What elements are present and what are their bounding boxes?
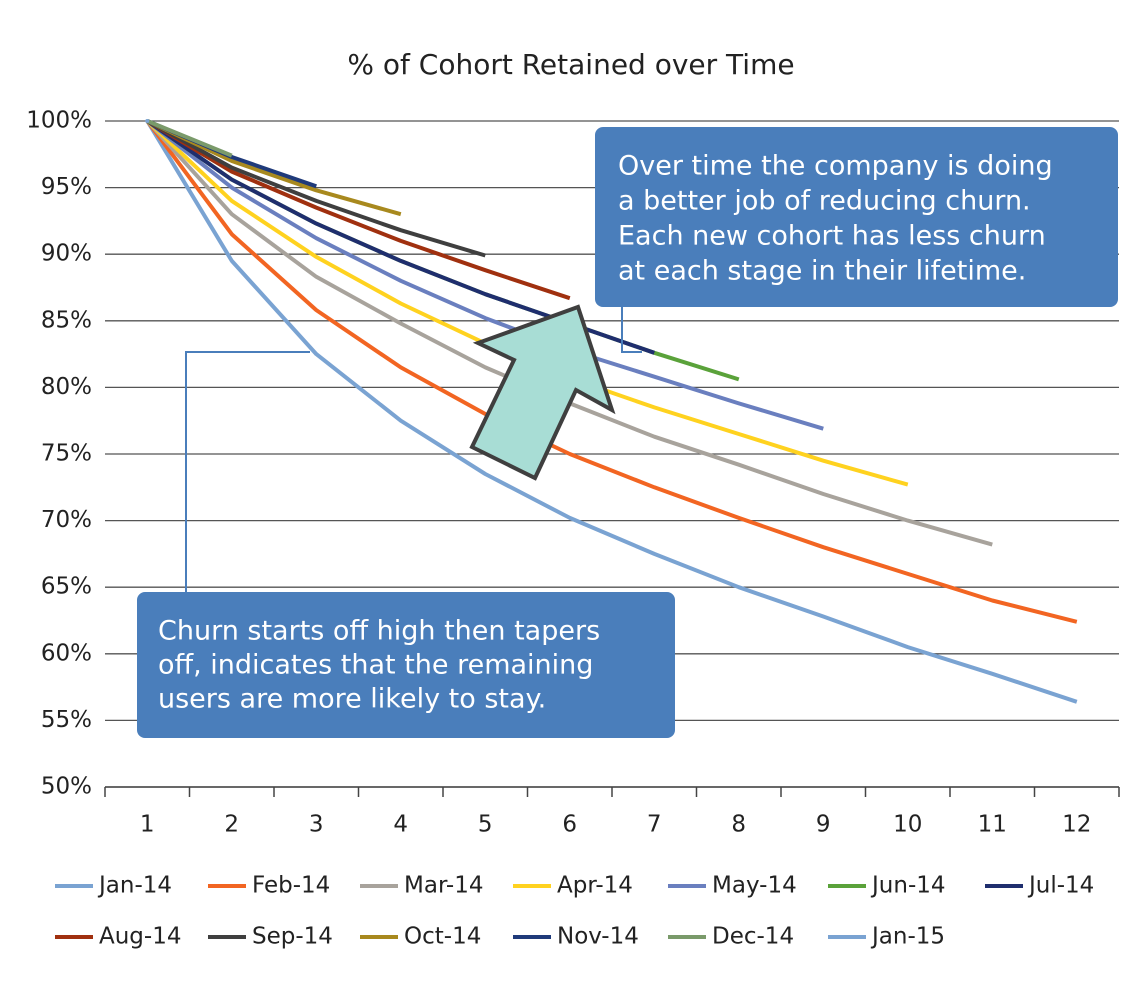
legend-label: Jun-14 [870,873,946,899]
annotation-text: Each new cohort has less churn [618,221,1046,252]
y-tick-label: 55% [41,707,92,733]
trend-arrow [469,304,616,481]
annotation-text: Churn starts off high then tapers [158,616,600,647]
annotation-text: off, indicates that the remaining [158,650,593,681]
legend-label: Sep-14 [252,924,333,950]
y-tick-label: 95% [41,174,92,200]
x-tick-label: 4 [393,812,408,838]
y-tick-label: 50% [41,774,92,800]
y-tick-label: 90% [41,241,92,267]
x-tick-label: 6 [562,812,577,838]
legend: Jan-14 Feb-14 Mar-14 Apr-14 May-14 Jun-14 Jul-… [55,873,1094,950]
series-point [145,119,150,123]
legend-label: Feb-14 [252,873,330,899]
series-line [146,119,233,158]
annotation-text: users are more likely to stay. [158,684,546,715]
legend-label: Aug-14 [99,924,181,950]
series-line [145,119,1078,704]
x-tick-label: 2 [224,812,239,838]
x-tick-label: 10 [893,812,922,838]
legend-label: Jan-15 [870,924,945,950]
callout-box [137,592,675,738]
x-tick-label: 12 [1062,812,1091,838]
x-tick-label: 8 [731,812,746,838]
legend-label: May-14 [712,873,797,899]
annotations: Over time the company is doing a better j… [158,151,1053,715]
annotation-text: Over time the company is doing [618,151,1053,182]
legend-label: Nov-14 [557,924,639,950]
legend-label: Apr-14 [557,873,633,899]
y-tick-label: 65% [41,574,92,600]
y-tick-label: 80% [41,374,92,400]
x-tick-label: 11 [978,812,1007,838]
callout-connector [621,305,642,353]
legend-label: Jan-14 [97,873,172,899]
x-tick-label: 7 [647,812,662,838]
y-tick-label: 60% [41,640,92,666]
y-tick-label: 75% [41,441,92,467]
series-line [146,119,486,258]
series-line [145,119,1078,624]
annotation-text: at each stage in their lifetime. [618,256,1026,287]
series-line [146,119,824,431]
annotation-text: a better job of reducing churn. [618,186,1031,217]
x-tick-label: 1 [140,812,155,838]
y-tick-label: 85% [41,307,92,333]
series-line [146,119,571,301]
callout-box [595,127,1118,307]
y-tick-label: 100% [26,108,92,134]
x-tick-label: 9 [816,812,831,838]
x-tick-label: 5 [478,812,493,838]
y-tick-label: 70% [41,507,92,533]
legend-label: Mar-14 [404,873,484,899]
legend-label: Dec-14 [712,924,794,950]
legend-label: Oct-14 [404,924,481,950]
x-tick-label: 3 [309,812,324,838]
chart-title: % of Cohort Retained over Time [347,48,794,81]
callout-connector [185,351,310,600]
legend-label: Jul-14 [1027,873,1094,899]
